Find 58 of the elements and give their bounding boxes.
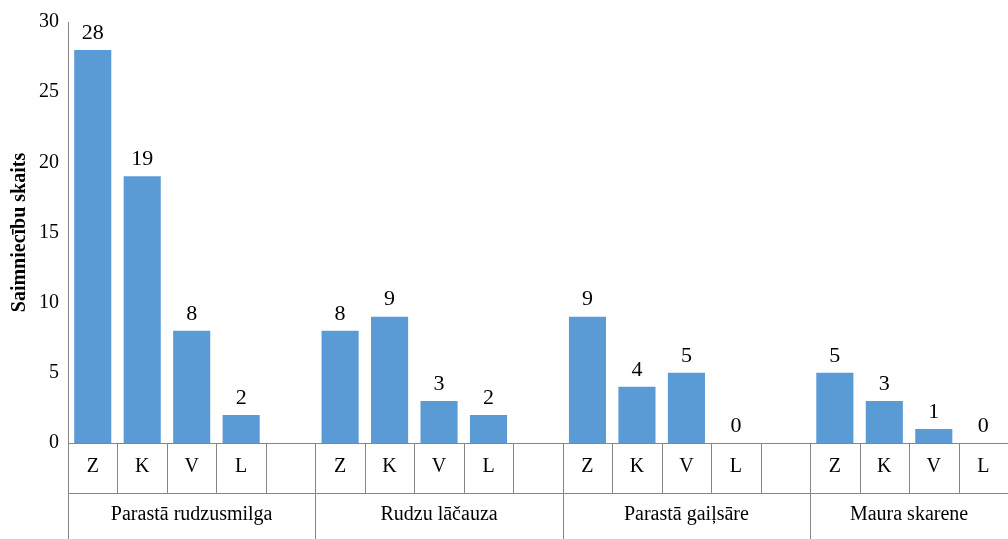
x-tick-label: Z	[334, 454, 347, 477]
x-tick-label: V	[679, 454, 695, 477]
y-tick-label: 0	[49, 430, 59, 453]
x-tick-label: L	[977, 454, 990, 477]
bar	[667, 372, 705, 443]
x-tick-label: Z	[828, 454, 841, 477]
data-label: 8	[334, 299, 346, 325]
text: Parastā gaiļsāre	[623, 502, 750, 526]
y-tick-label: 30	[39, 9, 59, 32]
x-tick-label: V	[926, 454, 942, 477]
x-tick-label: V	[431, 454, 447, 477]
data-label: 5	[680, 341, 692, 367]
data-label: 19	[131, 145, 154, 171]
data-label: 8	[186, 299, 198, 325]
bar	[123, 176, 161, 443]
x-tick-label: K	[877, 454, 893, 477]
bar	[371, 316, 409, 443]
data-label: 1	[928, 397, 940, 423]
bar	[469, 414, 508, 443]
text: Parastā rudzusmilga	[110, 502, 273, 526]
y-tick-label: 15	[39, 219, 59, 242]
bar	[568, 316, 607, 443]
y-tick-label: 20	[39, 149, 59, 172]
x-tick-label: Z	[581, 454, 594, 477]
x-tick-label: L	[235, 454, 248, 477]
bar	[816, 372, 854, 443]
bar	[222, 414, 260, 443]
data-label: 3	[878, 369, 890, 395]
x-tick-label: L	[729, 454, 742, 477]
text: Rudzu lāčauza	[380, 502, 498, 525]
bar	[173, 330, 211, 443]
bar	[915, 428, 953, 443]
data-label: 9	[581, 285, 593, 311]
x-tick-label: V	[184, 454, 200, 477]
data-label: 0	[730, 411, 742, 437]
bar	[865, 400, 903, 443]
data-label: 5	[829, 341, 841, 367]
data-label: 2	[483, 383, 495, 409]
text: Maura skarene	[849, 502, 969, 525]
x-tick-label: Z	[86, 454, 99, 477]
data-label: 4	[631, 355, 643, 381]
x-tick-label: K	[629, 454, 645, 477]
y-tick-label: 5	[49, 360, 59, 383]
y-tick-label: 25	[39, 79, 59, 102]
y-tick-label: 10	[39, 289, 59, 312]
x-tick-label: K	[134, 454, 150, 477]
x-tick-label: K	[382, 454, 398, 477]
data-label: 9	[384, 285, 396, 311]
x-tick-label: L	[482, 454, 495, 477]
data-label: 2	[235, 383, 247, 409]
bar	[321, 330, 359, 443]
bar	[618, 386, 656, 443]
bar	[74, 50, 112, 443]
data-label: 28	[81, 18, 104, 44]
bar	[420, 400, 458, 443]
data-label: 3	[433, 369, 445, 395]
data-label: 0	[977, 411, 989, 437]
y-axis-title: Saimniecību skaits	[7, 152, 30, 313]
